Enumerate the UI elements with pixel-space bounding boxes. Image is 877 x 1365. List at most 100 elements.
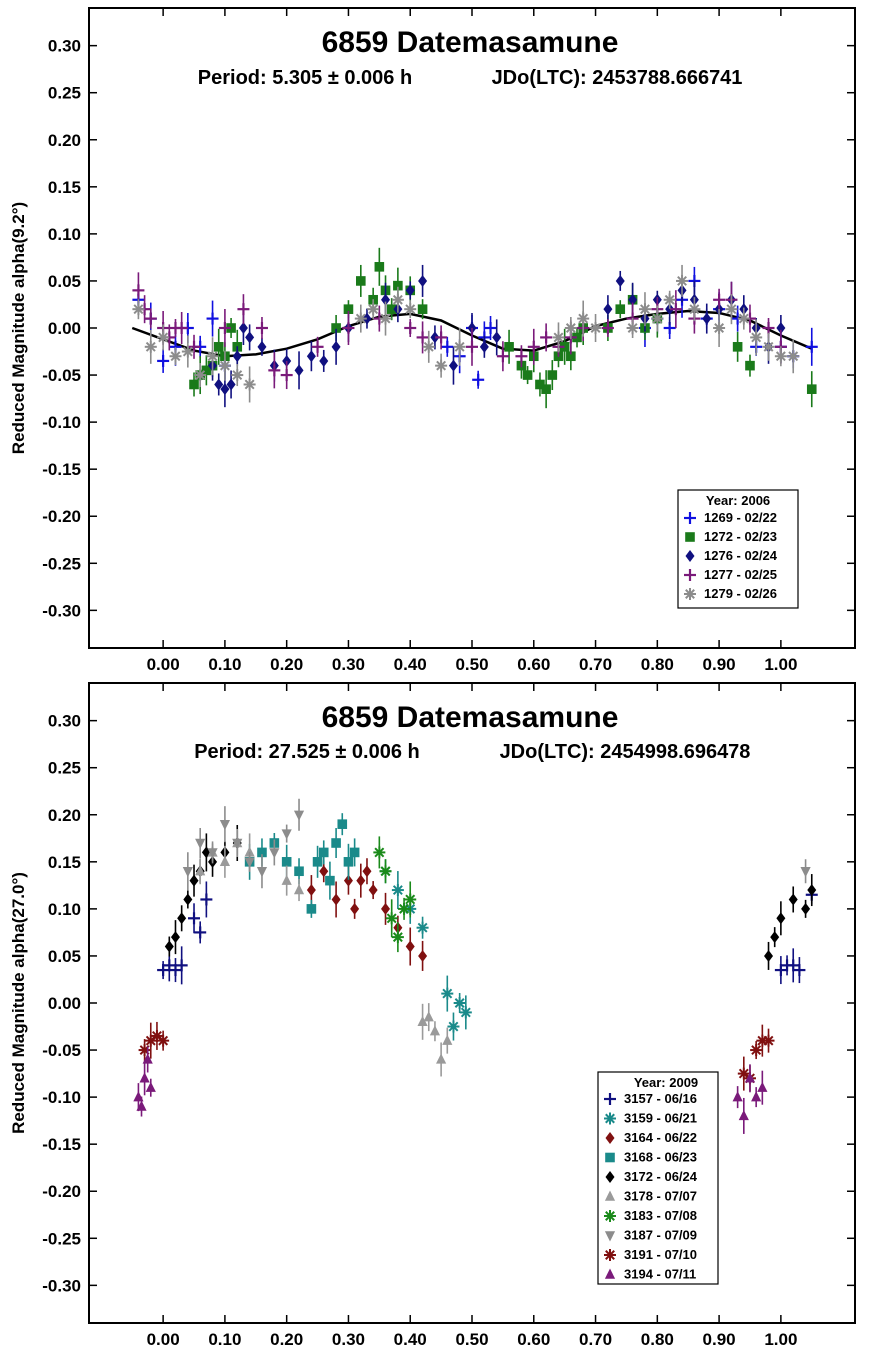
legend-marker [604, 1249, 616, 1261]
data-point [762, 322, 775, 334]
data-point [417, 1015, 428, 1027]
y-tick-label: 0.00 [48, 994, 81, 1013]
legend-marker [604, 1093, 616, 1105]
data-point [442, 1034, 453, 1045]
y-ticks: -0.30 -0.25 -0.20 -0.15 -0.10 -0.05 0.00 0.05 0.… [42, 712, 855, 1295]
data-point [404, 322, 417, 334]
data-point [132, 303, 145, 316]
data-point [807, 884, 817, 897]
data-point [325, 875, 335, 886]
data-point [350, 902, 360, 915]
data-point [393, 280, 403, 291]
legend-box [677, 489, 799, 609]
y-tick-label: -0.10 [42, 413, 81, 432]
legend-marker [605, 1171, 615, 1183]
y-tick-label: -0.15 [42, 460, 81, 479]
data-point [207, 848, 218, 859]
data-point [282, 354, 292, 367]
data-point [552, 331, 565, 344]
data-point [269, 848, 280, 859]
data-point [318, 847, 329, 858]
data-point [762, 1034, 775, 1047]
legend-label: 1276 - 02/24 [704, 548, 778, 563]
data-point [220, 383, 230, 396]
data-point [331, 893, 341, 906]
data-point [142, 1053, 153, 1064]
data-point [319, 354, 329, 367]
data-point [385, 912, 398, 925]
y-tick-label: 0.15 [48, 178, 81, 197]
x-tick-label: 0.30 [332, 655, 365, 674]
x-tick-label: 0.70 [579, 655, 612, 674]
legend-label: 1277 - 02/25 [704, 567, 777, 582]
data-point [306, 884, 316, 897]
data-point [343, 874, 353, 887]
data-point [738, 1109, 749, 1121]
data-point [762, 340, 775, 353]
data-point [362, 865, 372, 878]
data-point [219, 855, 231, 867]
data-point [787, 959, 800, 972]
data-point [391, 884, 404, 897]
data-point [244, 857, 255, 868]
data-point [732, 342, 743, 352]
chart-title: 6859 Datemasamune [322, 701, 619, 734]
data-point [163, 959, 176, 972]
data-point [189, 874, 199, 887]
data-point [418, 274, 428, 287]
chart-bottom: 6859 Datemasamune Period: 27.525 ± 0.006… [9, 682, 856, 1349]
data-point [342, 322, 355, 334]
data-point [535, 379, 545, 390]
data-point [312, 857, 323, 867]
data-point [281, 857, 292, 867]
legend-marker [604, 1190, 616, 1201]
series-1 [379, 859, 472, 1041]
legend-marker [604, 1210, 616, 1222]
data-point [405, 284, 415, 297]
data-point [589, 322, 602, 334]
data-point [245, 331, 255, 344]
data-point [479, 340, 489, 353]
data-point [306, 904, 317, 914]
data-point [669, 303, 682, 316]
legend-title: Year: 2009 [634, 1075, 698, 1090]
data-point [663, 293, 676, 306]
x-tick-label: 0.00 [147, 655, 180, 674]
x-tick-label: 0.00 [147, 1330, 180, 1349]
data-marks [133, 798, 818, 1204]
y-tick-label: 0.10 [48, 900, 81, 919]
data-point [226, 323, 236, 333]
data-point [805, 340, 818, 353]
data-point [713, 322, 726, 334]
data-point [430, 331, 440, 344]
y-axis-label: Reduced Magnitude alpha(27.0°) [9, 872, 28, 1134]
data-point [522, 370, 533, 380]
y-tick-label: 0.30 [48, 712, 81, 731]
data-point [750, 1044, 763, 1057]
data-point [374, 262, 385, 272]
data-point [391, 931, 404, 944]
legend-label: 3157 - 06/16 [624, 1091, 697, 1106]
data-point [527, 340, 540, 353]
data-point [201, 365, 212, 376]
data-point [453, 997, 466, 1009]
data-point [459, 1006, 472, 1019]
data-point [293, 810, 305, 821]
data-point [232, 838, 243, 849]
data-point [169, 964, 182, 977]
legend-marker [684, 588, 696, 600]
data-point [564, 322, 577, 334]
x-tick-label: 0.90 [703, 655, 736, 674]
data-point [381, 293, 391, 306]
data-point [213, 342, 224, 352]
x-tick-label: 0.50 [455, 1330, 488, 1349]
data-point [484, 322, 497, 334]
chart-subtitle-jdo: JDo(LTC): 2454998.696478 [500, 741, 751, 763]
data-point [206, 312, 219, 325]
data-point [214, 378, 224, 391]
legend-marker [604, 1112, 616, 1125]
y-tick-label: -0.25 [42, 554, 81, 573]
data-point [281, 829, 292, 840]
x-tick-label: 0.40 [394, 655, 427, 674]
